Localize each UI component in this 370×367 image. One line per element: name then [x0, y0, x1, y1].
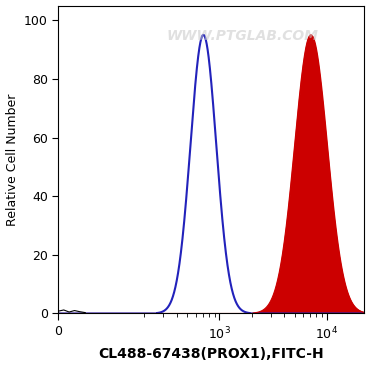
Text: WWW.PTGLAB.COM: WWW.PTGLAB.COM: [166, 29, 318, 43]
Y-axis label: Relative Cell Number: Relative Cell Number: [6, 93, 18, 226]
X-axis label: CL488-67438(PROX1),FITC-H: CL488-67438(PROX1),FITC-H: [99, 348, 324, 361]
